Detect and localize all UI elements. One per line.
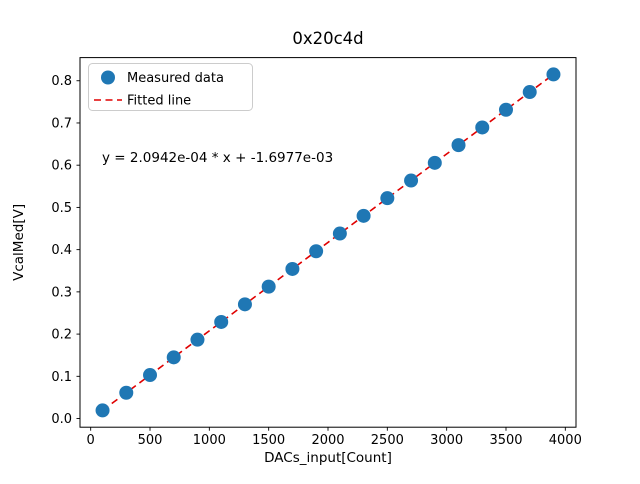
- scatter-point: [119, 385, 134, 400]
- scatter-point: [546, 67, 561, 82]
- scatter-point: [332, 226, 347, 241]
- scatter-point: [309, 244, 324, 259]
- y-tick-label: 0.3: [51, 285, 72, 300]
- scatter-point: [166, 350, 181, 365]
- y-tick-label: 0.1: [51, 370, 72, 385]
- x-tick-label: 3500: [489, 433, 522, 448]
- x-tick-label: 4000: [549, 433, 582, 448]
- scatter-point: [143, 368, 158, 383]
- legend: Measured data Fitted line: [88, 63, 253, 111]
- scatter-point: [522, 85, 537, 100]
- x-tick-label: 1000: [193, 433, 226, 448]
- y-tick-label: 0.6: [51, 159, 72, 174]
- legend-marker-measured-icon: [101, 70, 115, 85]
- y-tick-label: 0.2: [51, 328, 72, 343]
- scatter-point: [261, 279, 276, 294]
- scatter-point: [427, 155, 442, 170]
- y-axis-label: VcalMed[V]: [11, 204, 27, 281]
- y-tick-label: 0.0: [51, 412, 72, 427]
- legend-label-fitted: Fitted line: [127, 94, 191, 109]
- x-tick-label: 0: [87, 433, 95, 448]
- scatter-point: [498, 102, 513, 117]
- scatter-point: [190, 332, 205, 347]
- scatter-point: [451, 138, 466, 153]
- scatter-point: [237, 297, 252, 312]
- x-tick-label: 2000: [311, 433, 344, 448]
- scatter-point: [475, 120, 490, 135]
- scatter-point: [404, 173, 419, 188]
- x-tick-label: 1500: [252, 433, 285, 448]
- y-tick-label: 0.7: [51, 116, 72, 131]
- scatter-point: [214, 314, 229, 329]
- legend-box: [88, 63, 253, 111]
- x-tick-label: 500: [138, 433, 163, 448]
- y-tick-label: 0.4: [51, 243, 72, 258]
- legend-label-measured: Measured data: [127, 71, 224, 86]
- plot-content: 0 500 1000 1500 2000 2500 3000 3500 4000 0.0 0.1 0.…: [51, 67, 582, 448]
- scatter-point: [95, 403, 110, 418]
- x-tick-label: 2500: [371, 433, 404, 448]
- scatter-point: [356, 208, 371, 223]
- scatter-point: [285, 261, 300, 276]
- axes-border: [79, 57, 577, 428]
- x-tick-label: 3000: [430, 433, 463, 448]
- x-axis-label: DACs_input[Count]: [264, 450, 392, 466]
- y-tick-label: 0.5: [51, 201, 72, 216]
- plot-title: 0x20c4d: [292, 29, 363, 48]
- scatter-point: [380, 191, 395, 206]
- y-tick-label: 0.8: [51, 74, 72, 89]
- annotation-equation: y = 2.0942e-04 * x + -1.6977e-03: [102, 150, 333, 166]
